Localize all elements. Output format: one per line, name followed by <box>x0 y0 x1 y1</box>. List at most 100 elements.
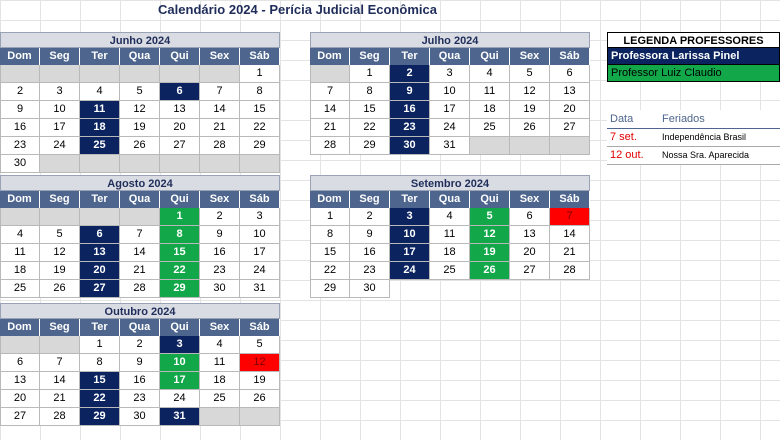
day-cell[interactable]: 19 <box>120 119 160 137</box>
day-cell[interactable]: 22 <box>240 119 280 137</box>
day-cell[interactable]: 16 <box>350 244 390 262</box>
day-cell[interactable]: 12 <box>510 83 550 101</box>
day-cell[interactable]: 15 <box>350 101 390 119</box>
day-cell[interactable]: 2 <box>0 83 40 101</box>
day-cell[interactable]: 17 <box>390 244 430 262</box>
day-cell[interactable]: 24 <box>240 262 280 280</box>
day-cell[interactable]: 27 <box>80 280 120 298</box>
day-cell[interactable]: 21 <box>310 119 350 137</box>
empty-day-cell[interactable] <box>40 208 80 226</box>
day-cell[interactable]: 28 <box>550 262 590 280</box>
day-cell[interactable]: 28 <box>40 408 80 426</box>
empty-day-cell[interactable] <box>310 65 350 83</box>
day-cell[interactable]: 6 <box>80 226 120 244</box>
day-cell[interactable]: 22 <box>310 262 350 280</box>
day-cell[interactable]: 28 <box>200 137 240 155</box>
day-cell[interactable]: 14 <box>200 101 240 119</box>
day-cell[interactable]: 30 <box>0 155 40 173</box>
day-cell[interactable]: 3 <box>40 83 80 101</box>
day-cell[interactable]: 10 <box>240 226 280 244</box>
empty-day-cell[interactable] <box>120 65 160 83</box>
day-cell[interactable]: 9 <box>120 354 160 372</box>
day-cell[interactable]: 21 <box>40 390 80 408</box>
day-cell[interactable]: 11 <box>0 244 40 262</box>
day-cell[interactable]: 23 <box>350 262 390 280</box>
day-cell[interactable]: 7 <box>550 208 590 226</box>
day-cell[interactable]: 2 <box>200 208 240 226</box>
day-cell[interactable]: 23 <box>0 137 40 155</box>
day-cell[interactable]: 2 <box>120 336 160 354</box>
day-cell[interactable]: 12 <box>470 226 510 244</box>
day-cell[interactable]: 8 <box>310 226 350 244</box>
day-cell[interactable]: 5 <box>510 65 550 83</box>
day-cell[interactable]: 18 <box>430 244 470 262</box>
day-cell[interactable]: 21 <box>550 244 590 262</box>
day-cell[interactable]: 22 <box>80 390 120 408</box>
day-cell[interactable]: 14 <box>310 101 350 119</box>
day-cell[interactable]: 25 <box>470 119 510 137</box>
empty-day-cell[interactable] <box>510 137 550 155</box>
day-cell[interactable]: 25 <box>430 262 470 280</box>
day-cell[interactable]: 7 <box>40 354 80 372</box>
day-cell[interactable]: 1 <box>160 208 200 226</box>
day-cell[interactable]: 1 <box>310 208 350 226</box>
day-cell[interactable]: 29 <box>240 137 280 155</box>
empty-day-cell[interactable] <box>240 408 280 426</box>
day-cell[interactable]: 21 <box>120 262 160 280</box>
day-cell[interactable]: 3 <box>240 208 280 226</box>
empty-day-cell[interactable] <box>0 208 40 226</box>
day-cell[interactable]: 29 <box>80 408 120 426</box>
day-cell[interactable]: 7 <box>200 83 240 101</box>
day-cell[interactable]: 27 <box>510 262 550 280</box>
empty-day-cell[interactable] <box>80 155 120 173</box>
empty-day-cell[interactable] <box>160 155 200 173</box>
day-cell[interactable]: 18 <box>200 372 240 390</box>
day-cell[interactable]: 4 <box>80 83 120 101</box>
day-cell[interactable]: 26 <box>240 390 280 408</box>
day-cell[interactable]: 22 <box>350 119 390 137</box>
day-cell[interactable]: 27 <box>550 119 590 137</box>
day-cell[interactable]: 29 <box>310 280 350 298</box>
day-cell[interactable]: 11 <box>430 226 470 244</box>
day-cell[interactable]: 24 <box>430 119 470 137</box>
day-cell[interactable]: 24 <box>390 262 430 280</box>
empty-day-cell[interactable] <box>160 65 200 83</box>
empty-day-cell[interactable] <box>40 65 80 83</box>
day-cell[interactable]: 1 <box>350 65 390 83</box>
day-cell[interactable]: 12 <box>40 244 80 262</box>
day-cell[interactable]: 3 <box>390 208 430 226</box>
day-cell[interactable]: 20 <box>550 101 590 119</box>
day-cell[interactable]: 30 <box>350 280 390 298</box>
day-cell[interactable]: 14 <box>550 226 590 244</box>
day-cell[interactable]: 20 <box>0 390 40 408</box>
empty-day-cell[interactable] <box>0 336 40 354</box>
day-cell[interactable]: 13 <box>80 244 120 262</box>
empty-day-cell[interactable] <box>200 65 240 83</box>
day-cell[interactable]: 15 <box>160 244 200 262</box>
day-cell[interactable]: 9 <box>350 226 390 244</box>
empty-day-cell[interactable] <box>120 155 160 173</box>
day-cell[interactable]: 25 <box>0 280 40 298</box>
day-cell[interactable]: 12 <box>120 101 160 119</box>
day-cell[interactable]: 17 <box>430 101 470 119</box>
day-cell[interactable]: 8 <box>160 226 200 244</box>
day-cell[interactable]: 10 <box>390 226 430 244</box>
day-cell[interactable]: 14 <box>40 372 80 390</box>
empty-day-cell[interactable] <box>40 336 80 354</box>
empty-day-cell[interactable] <box>120 208 160 226</box>
day-cell[interactable]: 18 <box>80 119 120 137</box>
day-cell[interactable]: 28 <box>310 137 350 155</box>
empty-day-cell[interactable] <box>200 408 240 426</box>
day-cell[interactable]: 28 <box>120 280 160 298</box>
day-cell[interactable]: 14 <box>120 244 160 262</box>
day-cell[interactable]: 19 <box>510 101 550 119</box>
day-cell[interactable]: 29 <box>350 137 390 155</box>
day-cell[interactable]: 21 <box>200 119 240 137</box>
empty-day-cell[interactable] <box>200 155 240 173</box>
day-cell[interactable]: 3 <box>430 65 470 83</box>
day-cell[interactable]: 22 <box>160 262 200 280</box>
empty-day-cell[interactable] <box>80 65 120 83</box>
day-cell[interactable]: 4 <box>200 336 240 354</box>
day-cell[interactable]: 10 <box>160 354 200 372</box>
day-cell[interactable]: 26 <box>470 262 510 280</box>
